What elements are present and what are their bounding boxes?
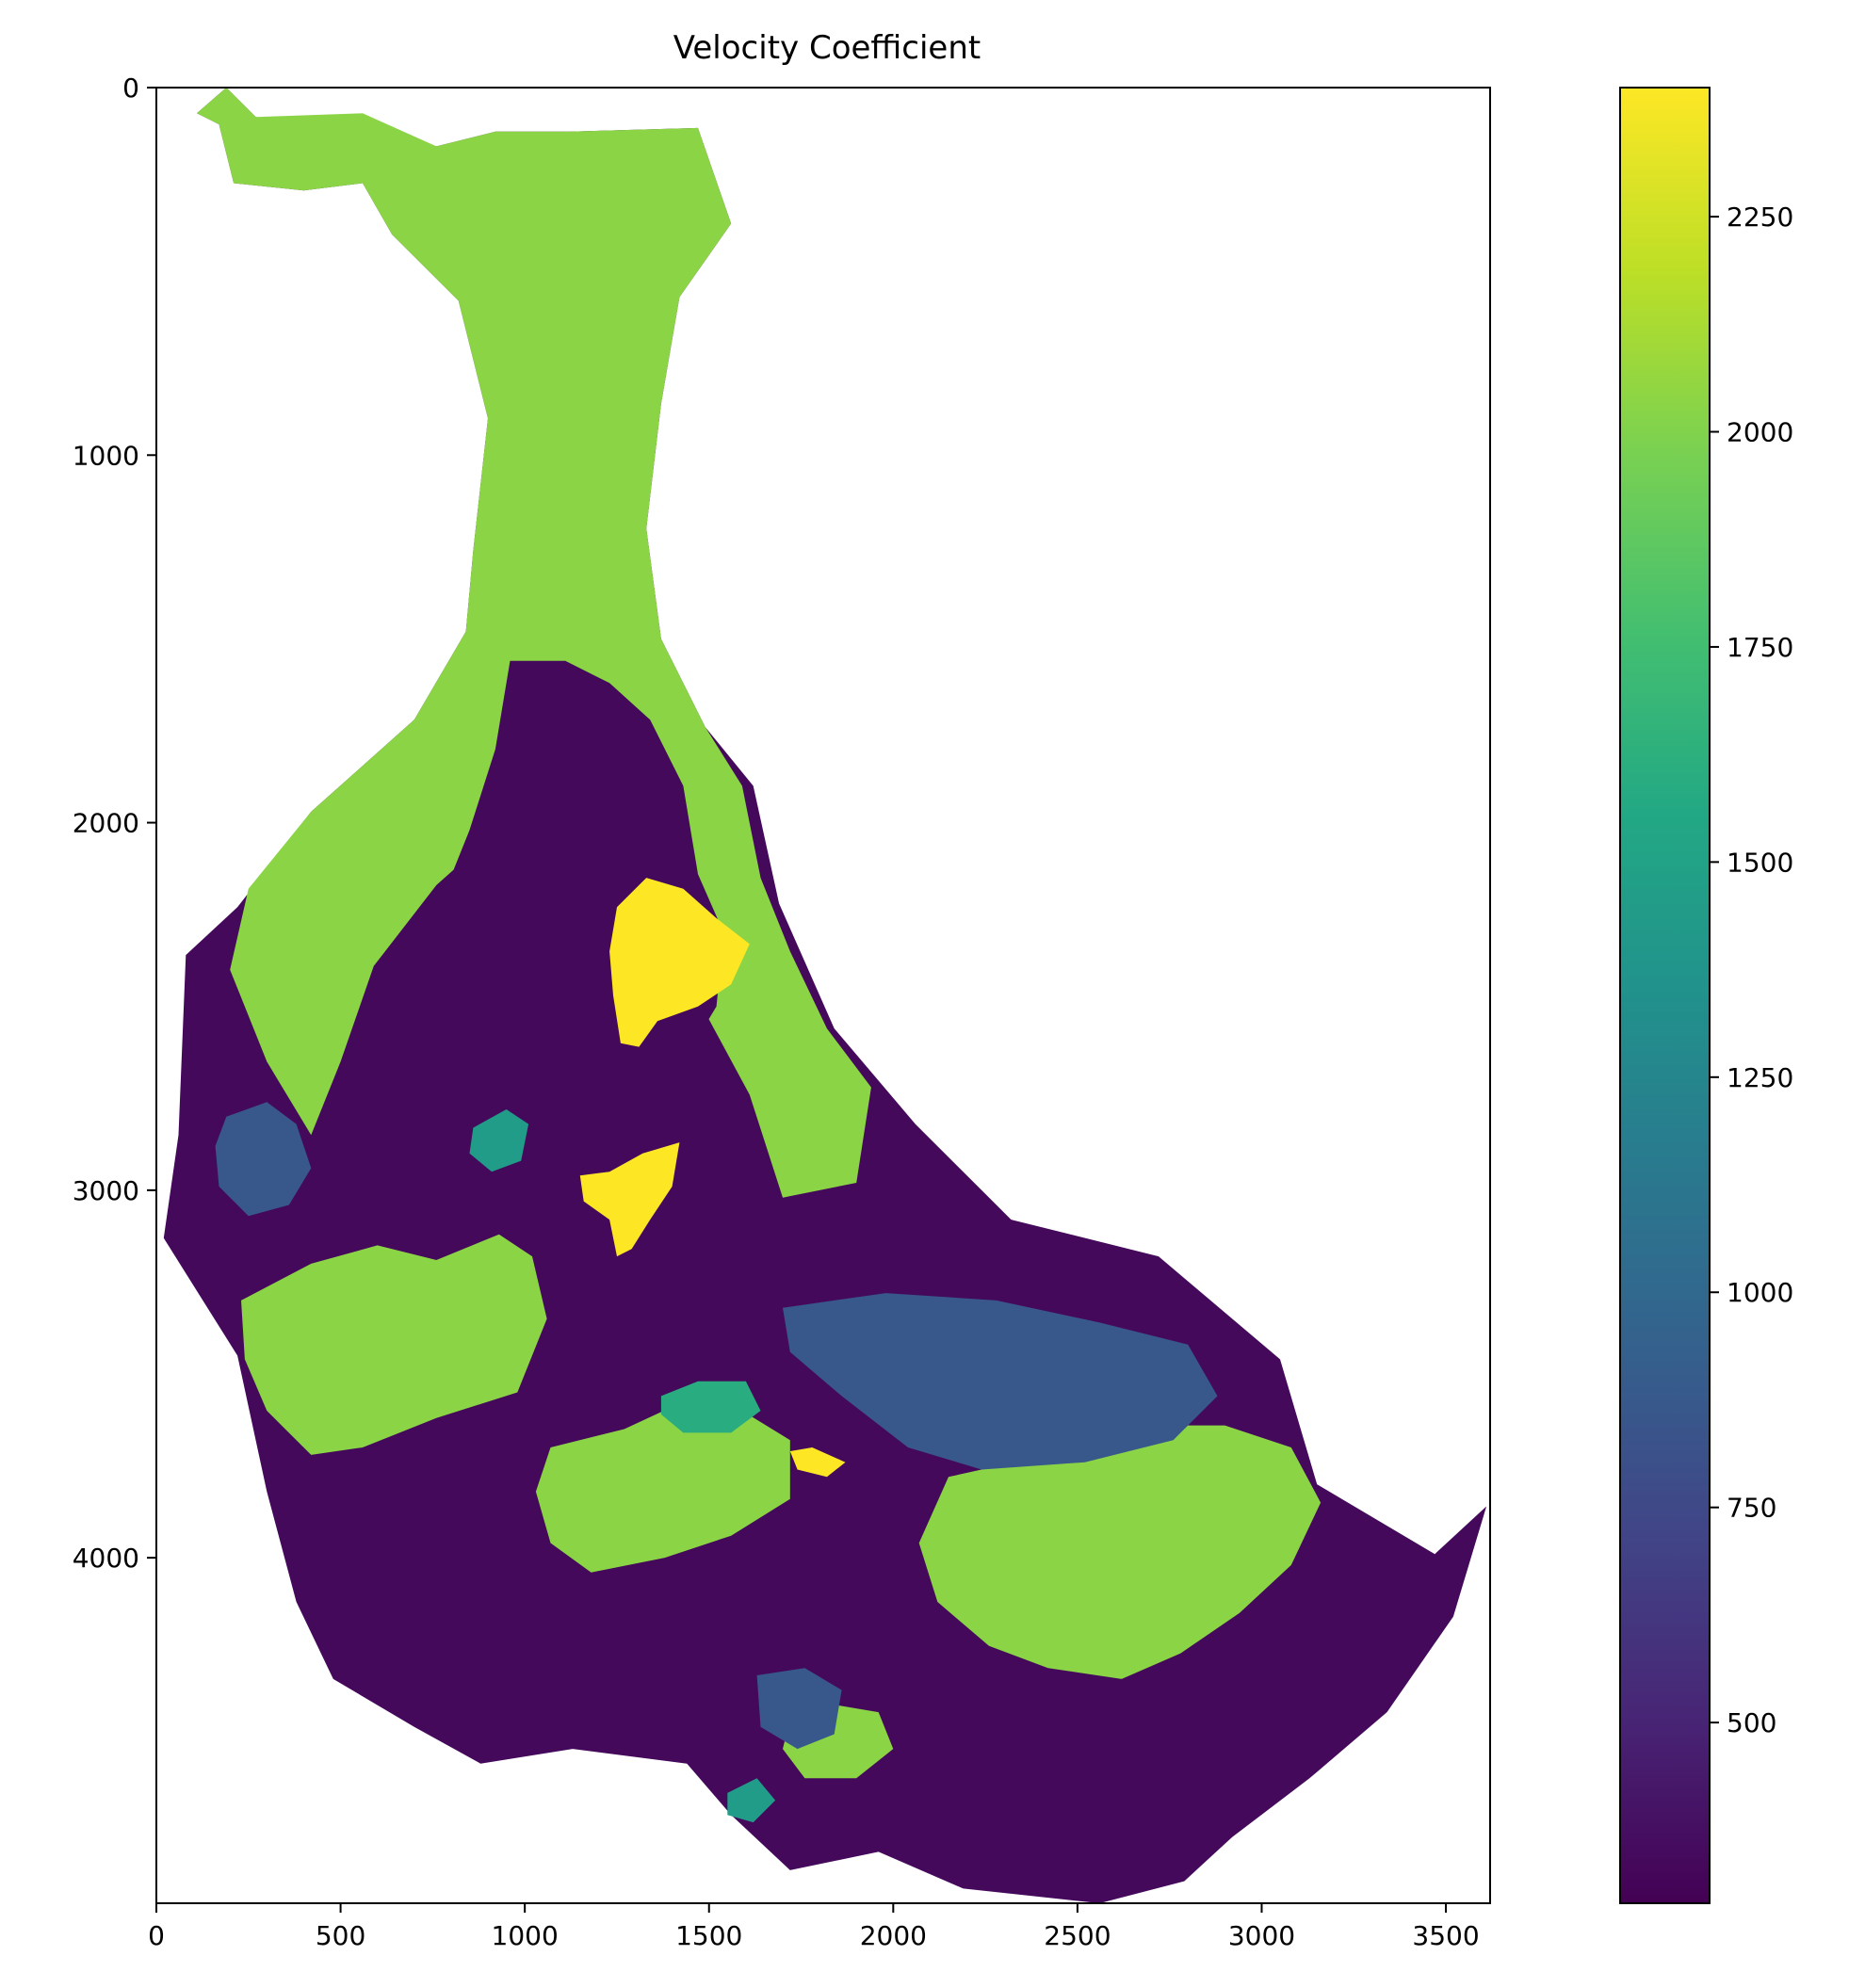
map-region-reservoir-south (789, 1447, 846, 1478)
colorbar-tick-label: 2000 (1727, 416, 1793, 447)
x-tick-label: 1000 (492, 1920, 559, 1951)
map-region-reservoir-central (579, 1142, 680, 1257)
x-tick-label: 0 (148, 1920, 165, 1951)
plot-frame (155, 87, 1491, 1904)
colorbar-tick-label: 1250 (1727, 1062, 1793, 1093)
colorbar (1619, 87, 1711, 1904)
colorbar-tick-label: 2250 (1727, 202, 1793, 233)
map-region-south-east-plain (918, 1425, 1322, 1679)
y-axis: 0 1000 2000 3000 4000 (73, 73, 156, 1574)
map-region-south-west-plain (241, 1234, 547, 1455)
x-tick-label: 1500 (675, 1920, 742, 1951)
map-regions (163, 88, 1487, 1903)
colorbar-tick-label: 1000 (1727, 1277, 1793, 1308)
x-tick-label: 2000 (860, 1920, 927, 1951)
map-region-lake-west (469, 1109, 529, 1172)
y-tick-label: 0 (122, 73, 139, 104)
colorbar-tick-label: 1500 (1727, 847, 1793, 878)
map-region-eastern-uplands (783, 1293, 1218, 1470)
map-region-south-basin-uplands (756, 1668, 842, 1750)
y-tick-label: 3000 (73, 1175, 139, 1206)
x-tick-label: 3500 (1412, 1920, 1479, 1951)
x-tick-label: 3000 (1228, 1920, 1295, 1951)
map-region-reservoir-north (609, 878, 750, 1047)
x-tick-label: 2500 (1044, 1920, 1111, 1951)
x-axis: 0 500 1000 1500 2000 2500 3000 3500 (148, 1903, 1480, 1951)
map-region-lake-far-south (727, 1778, 776, 1823)
y-tick-label: 4000 (73, 1543, 139, 1574)
map-region-south-central-plain (535, 1403, 790, 1573)
map-region-lake-south (660, 1381, 761, 1433)
colorbar-tick-label: 750 (1727, 1493, 1776, 1524)
map-region-western-uplands (215, 1102, 312, 1217)
y-tick-label: 2000 (73, 808, 139, 839)
colorbar-tick-label: 1750 (1727, 632, 1793, 663)
colorbar-axis: 500 750 1000 1250 1500 1750 2000 2250 (1710, 202, 1793, 1738)
chart-title: Velocity Coefficient (673, 29, 981, 67)
x-tick-label: 500 (316, 1920, 365, 1951)
colorbar-tick-label: 500 (1727, 1707, 1776, 1738)
y-tick-label: 1000 (73, 440, 139, 471)
